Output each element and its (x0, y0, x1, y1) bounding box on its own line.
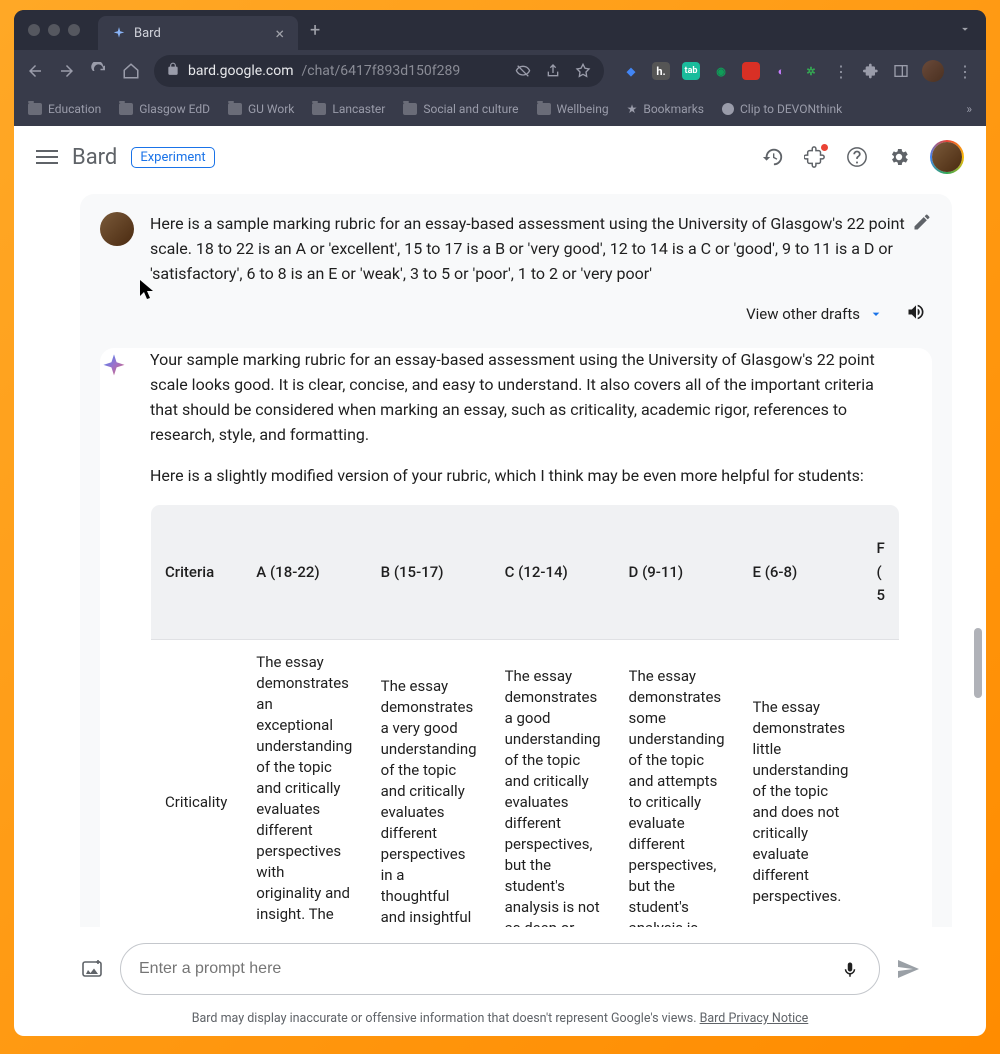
app-header: Bard Experiment (14, 126, 986, 188)
toolbar: bard.google.com/chat/6417f893d150f289 ◆ … (14, 50, 986, 92)
url-path: /chat/6417f893d150f289 (301, 63, 460, 79)
view-drafts-button[interactable]: View other drafts (746, 305, 884, 323)
send-icon[interactable] (896, 957, 920, 981)
bookmark-folder[interactable]: GU Work (228, 102, 294, 116)
scrollbar-thumb[interactable] (974, 628, 982, 698)
bard-response: Your sample marking rubric for an essay-… (100, 348, 932, 927)
maximize-window-button[interactable] (68, 24, 80, 36)
tab-strip: Bard × + (98, 10, 972, 50)
window-controls (28, 24, 80, 36)
user-message-text: Here is a sample marking rubric for an e… (150, 212, 932, 286)
ext-icon-2[interactable]: h. (652, 62, 670, 80)
bookmark-item[interactable]: Clip to DEVONthink (722, 102, 842, 116)
lock-icon (166, 62, 180, 80)
bookmark-folder[interactable]: Lancaster (312, 102, 385, 116)
url-host: bard.google.com (188, 63, 293, 79)
user-message: Here is a sample marking rubric for an e… (100, 212, 932, 286)
bookmark-folder[interactable]: Glasgow EdD (119, 102, 210, 116)
share-icon[interactable] (544, 62, 562, 80)
edit-pencil-icon[interactable] (912, 212, 932, 236)
reload-button[interactable] (90, 62, 108, 80)
ext-icon-1[interactable]: ◆ (622, 62, 640, 80)
bard-sparkle-icon (100, 352, 128, 380)
table-header: Criteria (151, 505, 242, 640)
rubric-table: Criteria A (18-22) B (15-17) C (12-14) D… (151, 505, 899, 927)
bookmark-folder[interactable]: Wellbeing (537, 102, 609, 116)
table-cell: The essay demonstrates an exceptional un… (242, 640, 366, 927)
bookmark-folder[interactable]: Social and culture (403, 102, 518, 116)
history-icon[interactable] (762, 146, 784, 168)
help-icon[interactable] (846, 146, 868, 168)
back-button[interactable] (26, 62, 44, 80)
table-header: B (15-17) (367, 505, 491, 640)
table-cell: The essay demonstrates a good understand… (491, 640, 615, 927)
table-header: E (6-8) (739, 505, 863, 640)
ext-icon-3[interactable]: tab (682, 62, 700, 80)
extensions: ◆ h. tab ◉ ◐ ✲ ⋮ ⋮ (622, 60, 974, 82)
ext-icon-6[interactable]: ◐ (772, 62, 790, 80)
disclaimer: Bard may display inaccurate or offensive… (14, 1005, 986, 1036)
drafts-toolbar: View other drafts (100, 286, 932, 332)
table-header: C (12-14) (491, 505, 615, 640)
minimize-window-button[interactable] (48, 24, 60, 36)
bard-app: Bard Experiment Here is a sample marking… (14, 126, 986, 1036)
privacy-notice-link[interactable]: Bard Privacy Notice (700, 1011, 809, 1026)
settings-gear-icon[interactable] (888, 146, 910, 168)
speaker-icon[interactable] (906, 302, 926, 326)
table-row: Criticality The essay demonstrates an ex… (151, 640, 899, 927)
table-header: F(5 (862, 505, 899, 640)
sidepanel-icon[interactable] (892, 62, 910, 80)
bookmark-folder[interactable]: Education (28, 102, 101, 116)
profile-avatar-icon[interactable] (922, 60, 944, 82)
user-avatar[interactable] (930, 140, 964, 174)
response-paragraph: Here is a slightly modified version of y… (150, 464, 900, 489)
ext-icon-7[interactable]: ✲ (802, 62, 820, 80)
table-header: A (18-22) (242, 505, 366, 640)
ext-icon-4[interactable]: ◉ (712, 62, 730, 80)
table-cell: The essay demonstrates little understand… (739, 640, 863, 927)
table-header: D (9-11) (615, 505, 739, 640)
tab-title: Bard (134, 26, 267, 41)
experiment-badge: Experiment (131, 147, 214, 168)
bookmarks-overflow-icon[interactable]: » (966, 102, 972, 116)
bard-logo: Bard (72, 145, 117, 170)
table-cell (862, 640, 899, 927)
forward-button[interactable] (58, 62, 76, 80)
new-tab-button[interactable]: + (310, 20, 320, 41)
extensions-icon[interactable] (862, 62, 880, 80)
browser-menu-icon[interactable]: ⋮ (956, 62, 974, 80)
prompt-input[interactable] (139, 960, 829, 978)
browser-window: Bard × + bard.google.com/chat/6417f893d1… (14, 10, 986, 126)
close-window-button[interactable] (28, 24, 40, 36)
table-cell: The essay demonstrates some understandin… (615, 640, 739, 927)
hamburger-menu-icon[interactable] (36, 146, 58, 168)
overflow-ext-icon[interactable]: ⋮ (832, 62, 850, 80)
home-button[interactable] (122, 62, 140, 80)
table-cell: The essay demonstrates a very good under… (367, 640, 491, 927)
ext-icon-5[interactable] (742, 62, 760, 80)
chevron-down-icon (868, 306, 884, 322)
titlebar: Bard × + (14, 10, 986, 50)
close-tab-icon[interactable]: × (275, 24, 284, 43)
address-bar[interactable]: bard.google.com/chat/6417f893d150f289 (154, 55, 604, 87)
table-cell: Criticality (151, 640, 242, 927)
attach-image-icon[interactable] (80, 957, 104, 981)
eye-off-icon[interactable] (514, 62, 532, 80)
response-paragraph: Your sample marking rubric for an essay-… (150, 348, 900, 447)
bookmark-star-icon[interactable] (574, 62, 592, 80)
avatar-icon (100, 212, 134, 246)
tabs-menu-icon[interactable] (958, 21, 972, 40)
rubric-table-container: Criteria A (18-22) B (15-17) C (12-14) D… (150, 504, 900, 927)
chat-area: Here is a sample marking rubric for an e… (14, 188, 986, 927)
browser-tab[interactable]: Bard × (98, 16, 298, 50)
microphone-icon[interactable] (841, 959, 861, 979)
bookmark-item[interactable]: ★Bookmarks (627, 102, 704, 116)
prompt-box[interactable] (120, 943, 880, 995)
bookmarks-bar: Education Glasgow EdD GU Work Lancaster … (14, 92, 986, 126)
extensions-puzzle-icon[interactable] (804, 146, 826, 168)
input-area (14, 927, 986, 1005)
bard-tab-icon (112, 26, 126, 40)
mouse-cursor-icon (140, 280, 156, 302)
